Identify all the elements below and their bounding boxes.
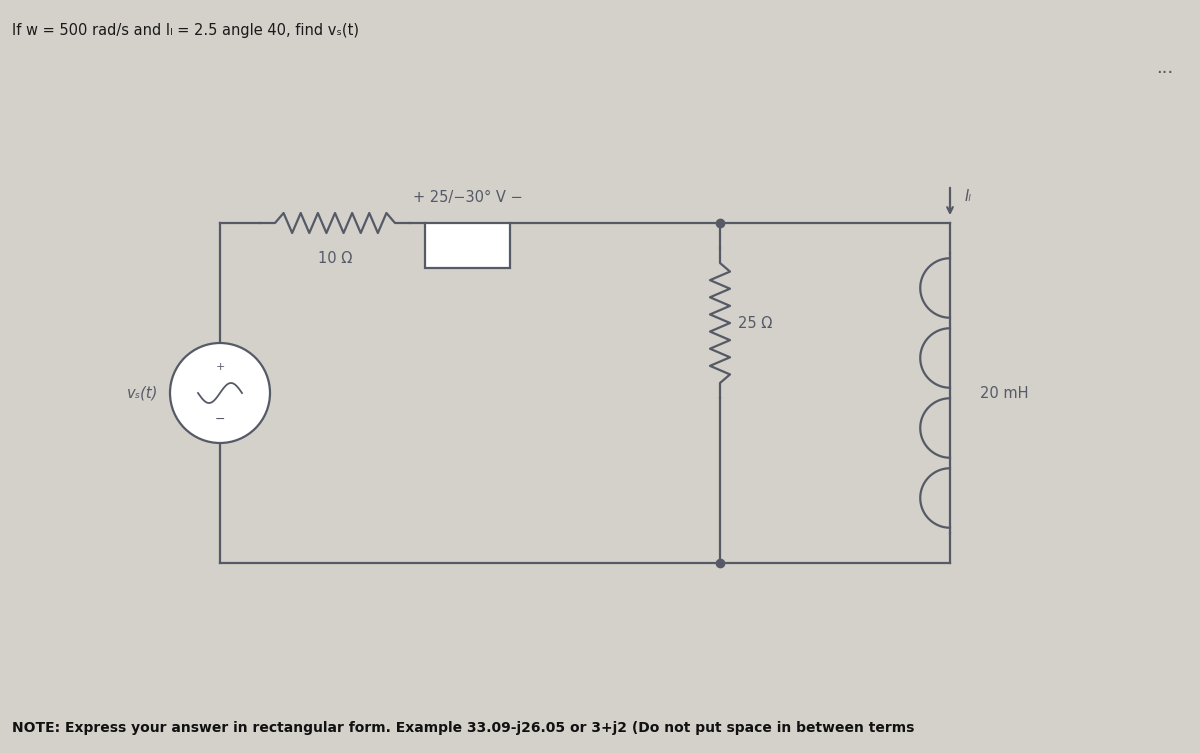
Text: −: − <box>215 413 226 425</box>
Text: If w = 500 rad/s and Iₗ = 2.5 angle 40, find vₛ(t): If w = 500 rad/s and Iₗ = 2.5 angle 40, … <box>12 23 359 38</box>
Circle shape <box>170 343 270 443</box>
Text: NOTE: Express your answer in rectangular form. Example 33.09-j26.05 or 3+j2 (Do : NOTE: Express your answer in rectangular… <box>12 721 914 735</box>
Text: + 25/−30° V −: + 25/−30° V − <box>413 190 522 205</box>
Text: vₛ(t): vₛ(t) <box>127 386 158 401</box>
Text: +: + <box>215 362 224 372</box>
Text: 10 Ω: 10 Ω <box>318 251 352 266</box>
Text: ...: ... <box>1157 59 1174 77</box>
Text: 20 mH: 20 mH <box>980 386 1028 401</box>
Text: 25 Ω: 25 Ω <box>738 316 773 331</box>
Text: Iₗ: Iₗ <box>965 189 972 204</box>
Bar <box>425 223 510 268</box>
